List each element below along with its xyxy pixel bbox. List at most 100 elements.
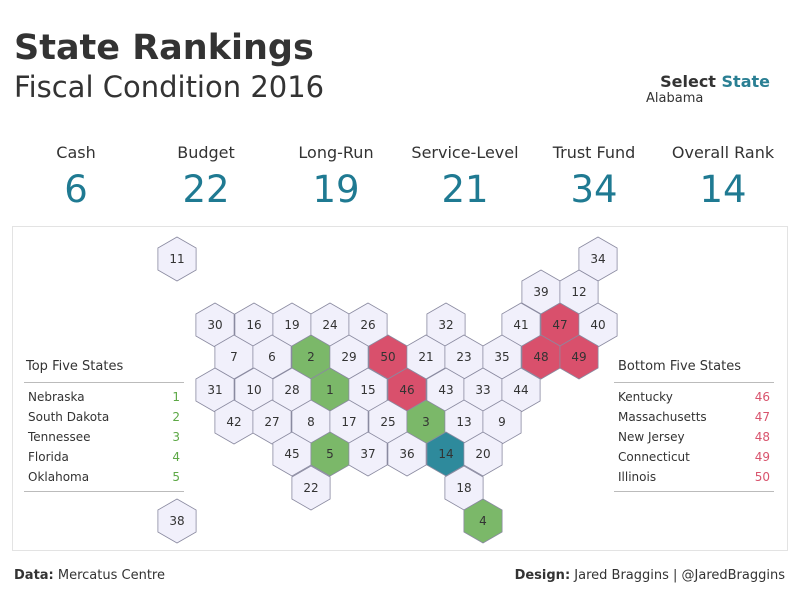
state-hex[interactable]: 24: [310, 302, 350, 348]
hex-rank-label: 43: [438, 383, 453, 397]
state-hex[interactable]: 29: [329, 334, 369, 380]
state-hex[interactable]: 15: [348, 367, 388, 413]
hex-shape[interactable]: [463, 431, 503, 477]
hex-shape[interactable]: [252, 399, 292, 445]
state-hex[interactable]: 42: [214, 399, 254, 445]
hex-rank-label: 29: [341, 350, 356, 364]
hex-rank-label: 15: [360, 383, 375, 397]
state-hex[interactable]: 17: [329, 399, 369, 445]
kpi-value: 19: [312, 168, 360, 211]
hex-rank-label: 50: [380, 350, 395, 364]
hex-shape[interactable]: [463, 498, 503, 544]
hex-rank-label: 5: [326, 447, 334, 461]
state-hex[interactable]: 14: [426, 431, 466, 477]
state-hex[interactable]: 10: [234, 367, 274, 413]
top-five-list: Nebraska 1 South Dakota 2 Tennessee 3 Flori…: [24, 382, 184, 492]
hex-rank-label: 38: [169, 514, 184, 528]
state-hex[interactable]: 23: [444, 334, 484, 380]
hex-rank-label: 18: [456, 481, 471, 495]
design-credit: Design: Jared Braggins | @JaredBraggins: [514, 568, 785, 583]
bottom-five-title: Bottom Five States: [618, 359, 741, 374]
hex-rank-label: 10: [246, 383, 261, 397]
kpi-trust-fund: Trust Fund 34: [529, 143, 659, 211]
hex-rank-label: 9: [498, 415, 506, 429]
state-hex[interactable]: 41: [501, 302, 541, 348]
state-hex[interactable]: 22: [291, 465, 331, 511]
list-item[interactable]: South Dakota 2: [28, 410, 180, 424]
hex-rank-label: 40: [590, 318, 605, 332]
state-hex[interactable]: 34: [578, 236, 618, 282]
state-hex[interactable]: 36: [387, 431, 427, 477]
kpi-value: 22: [182, 168, 230, 211]
hex-rank-label: 47: [552, 318, 567, 332]
hex-rank-label: 35: [494, 350, 509, 364]
hex-rank-label: 24: [322, 318, 337, 332]
state-hex[interactable]: 11: [157, 236, 197, 282]
hex-rank-label: 6: [268, 350, 276, 364]
data-source: Data: Mercatus Centre: [14, 568, 165, 583]
kpi-label: Cash: [56, 143, 96, 162]
hex-rank-label: 1: [326, 383, 334, 397]
hex-rank-label: 30: [207, 318, 222, 332]
hex-rank-label: 20: [475, 447, 490, 461]
state-hex[interactable]: 33: [463, 367, 503, 413]
hex-shape[interactable]: [387, 431, 427, 477]
list-item[interactable]: Illinois 50: [618, 470, 770, 484]
page-subtitle: Fiscal Condition 2016: [14, 70, 325, 104]
list-item[interactable]: Kentucky 46: [618, 390, 770, 404]
hex-shape[interactable]: [157, 236, 197, 282]
hex-shape[interactable]: [559, 334, 599, 380]
list-item[interactable]: Oklahoma 5: [28, 470, 180, 484]
hex-shape[interactable]: [348, 431, 388, 477]
state-hex[interactable]: 31: [195, 367, 235, 413]
list-item[interactable]: New Jersey 48: [618, 430, 770, 444]
hex-rank-label: 23: [456, 350, 471, 364]
state-hex[interactable]: 38: [157, 498, 197, 544]
hex-rank-label: 34: [590, 252, 605, 266]
hex-rank-label: 39: [533, 285, 548, 299]
list-item[interactable]: Nebraska 1: [28, 390, 180, 404]
state-hex[interactable]: 40: [578, 302, 618, 348]
state-hex[interactable]: 26: [348, 302, 388, 348]
hex-rank-label: 3: [422, 415, 430, 429]
state-hex[interactable]: 49: [559, 334, 599, 380]
list-item[interactable]: Tennessee 3: [28, 430, 180, 444]
hex-rank-label: 27: [264, 415, 279, 429]
state-hex[interactable]: 25: [368, 399, 408, 445]
list-item[interactable]: Florida 4: [28, 450, 180, 464]
state-hex[interactable]: 12: [559, 269, 599, 315]
list-item[interactable]: Massachusetts 47: [618, 410, 770, 424]
state-hex[interactable]: 47: [540, 302, 580, 348]
kpi-cash: Cash 6: [11, 143, 141, 211]
hex-rank-label: 26: [360, 318, 375, 332]
state-hex[interactable]: 35: [482, 334, 522, 380]
kpi-overall-rank: Overall Rank 14: [658, 143, 788, 211]
list-item[interactable]: Connecticut 49: [618, 450, 770, 464]
hex-rank-label: 19: [284, 318, 299, 332]
hex-rank-label: 37: [360, 447, 375, 461]
hex-rank-label: 36: [399, 447, 414, 461]
state-hex[interactable]: 27: [252, 399, 292, 445]
state-hex[interactable]: 32: [426, 302, 466, 348]
kpi-value: 21: [441, 168, 489, 211]
hex-shape[interactable]: [157, 498, 197, 544]
hex-shape[interactable]: [291, 465, 331, 511]
hex-rank-label: 46: [399, 383, 414, 397]
kpi-label: Service-Level: [411, 143, 519, 162]
selected-state-value[interactable]: Alabama: [646, 91, 704, 106]
hex-rank-label: 28: [284, 383, 299, 397]
kpi-label: Overall Rank: [671, 143, 775, 162]
hex-rank-label: 33: [475, 383, 490, 397]
hex-rank-label: 13: [456, 415, 471, 429]
state-hex[interactable]: 20: [463, 431, 503, 477]
state-hex[interactable]: 46: [387, 367, 427, 413]
kpi-long-run: Long-Run 19: [271, 143, 401, 211]
state-hex[interactable]: 4: [463, 498, 503, 544]
hex-rank-label: 11: [169, 252, 184, 266]
state-hex[interactable]: 45: [272, 431, 312, 477]
state-hex[interactable]: 37: [348, 431, 388, 477]
state-hex[interactable]: 48: [521, 334, 561, 380]
hex-rank-label: 17: [341, 415, 356, 429]
state-selector[interactable]: Select State Alabama: [640, 72, 770, 106]
